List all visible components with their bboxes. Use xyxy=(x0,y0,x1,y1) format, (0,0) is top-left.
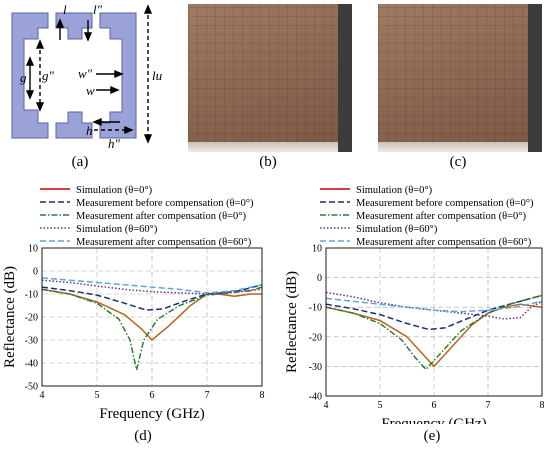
dimension-lines xyxy=(25,4,153,144)
legend-label: Measurement after compensation (θ=60°) xyxy=(76,237,252,248)
y-axis-label: Reflectance (dB) xyxy=(284,271,300,373)
plot-frame xyxy=(325,247,543,397)
y-tick-label: -10 xyxy=(25,290,38,301)
y-tick-label: -40 xyxy=(309,392,322,403)
y-tick-label: 10 xyxy=(28,244,38,255)
y-tick-label: -40 xyxy=(25,359,38,370)
legend-label: Measurement before compensation (θ=0°) xyxy=(356,198,534,209)
y-tick-label: 10 xyxy=(312,244,322,255)
series-line xyxy=(41,284,263,311)
legend-label: Simulation (θ=0°) xyxy=(356,185,433,196)
y-tick-label: -30 xyxy=(25,336,38,347)
legend-label: Simulation (θ=60°) xyxy=(356,224,438,235)
caption-d: (d) xyxy=(134,428,152,444)
legend-label: Simulation (θ=60°) xyxy=(76,224,158,235)
x-tick-label: 4 xyxy=(40,390,45,401)
prototype-photo-b xyxy=(188,4,352,152)
y-tick-label: -10 xyxy=(309,303,322,314)
label-l: l xyxy=(63,2,67,17)
legend-e: Simulation (θ=0°) Measurement before comp… xyxy=(320,185,534,248)
unit-cell-shape xyxy=(11,12,137,139)
chart-d: 4 5 6 7 8 10 0 -10 -20 -30 -40 -50 Frequency (GHz) Re… xyxy=(2,244,265,422)
label-lu: lu xyxy=(152,68,163,83)
series-line xyxy=(325,294,543,331)
prototype-photo-c xyxy=(378,4,542,152)
caption-c: (c) xyxy=(449,154,467,170)
series-line xyxy=(325,297,543,313)
caption-e: (e) xyxy=(423,428,441,444)
y-tick-label: -20 xyxy=(309,332,322,343)
y-tick-label: -30 xyxy=(309,362,322,373)
x-axis-label: Frequency (GHz) xyxy=(381,416,486,424)
legend-label: Measurement after compensation (θ=0°) xyxy=(356,211,526,222)
x-tick-label: 5 xyxy=(95,390,100,401)
legend-label: Measurement before compensation (θ=0°) xyxy=(76,198,254,209)
label-w-double: w″ xyxy=(78,66,93,81)
plot-frame xyxy=(41,247,263,387)
label-g: g xyxy=(20,70,27,85)
legend-label: Measurement after compensation (θ=60°) xyxy=(356,237,532,248)
y-tick-label: 0 xyxy=(33,267,38,278)
x-tick-label: 4 xyxy=(324,400,329,411)
label-g-double: g″ xyxy=(42,68,55,83)
x-tick-label: 6 xyxy=(150,390,155,401)
legend-d: Simulation (θ=0°) Measurement before comp… xyxy=(40,185,254,248)
chart-e: 4 5 6 7 8 10 0 -10 -20 -30 -40 Frequency (GHz) Refle… xyxy=(284,244,545,424)
label-w: w xyxy=(86,83,95,98)
series-line xyxy=(41,277,263,294)
label-h-double: h″ xyxy=(108,136,121,150)
x-tick-label: 7 xyxy=(486,400,491,411)
caption-a: (a) xyxy=(71,154,89,170)
legend-label: Simulation (θ=0°) xyxy=(76,185,153,196)
unit-cell-diagram: l l″ g g″ w″ w lu h h″ xyxy=(11,2,163,150)
label-l-double: l″ xyxy=(93,2,103,17)
x-tick-label: 8 xyxy=(260,390,265,401)
series-line xyxy=(325,291,543,320)
x-tick-label: 6 xyxy=(432,400,437,411)
y-axis-label: Reflectance (dB) xyxy=(2,266,18,368)
series-line xyxy=(41,288,262,342)
caption-b: (b) xyxy=(259,154,277,170)
legend-label: Measurement after compensation (θ=0°) xyxy=(76,211,246,222)
label-h: h xyxy=(86,123,93,138)
series-line xyxy=(325,303,543,368)
y-tick-label: -20 xyxy=(25,313,38,324)
y-tick-label: -50 xyxy=(25,382,38,393)
x-axis-label: Frequency (GHz) xyxy=(99,406,204,422)
x-tick-label: 8 xyxy=(540,400,545,411)
y-tick-label: 0 xyxy=(317,273,322,284)
series-line xyxy=(325,294,543,371)
x-tick-label: 5 xyxy=(378,400,383,411)
x-tick-label: 7 xyxy=(205,390,210,401)
